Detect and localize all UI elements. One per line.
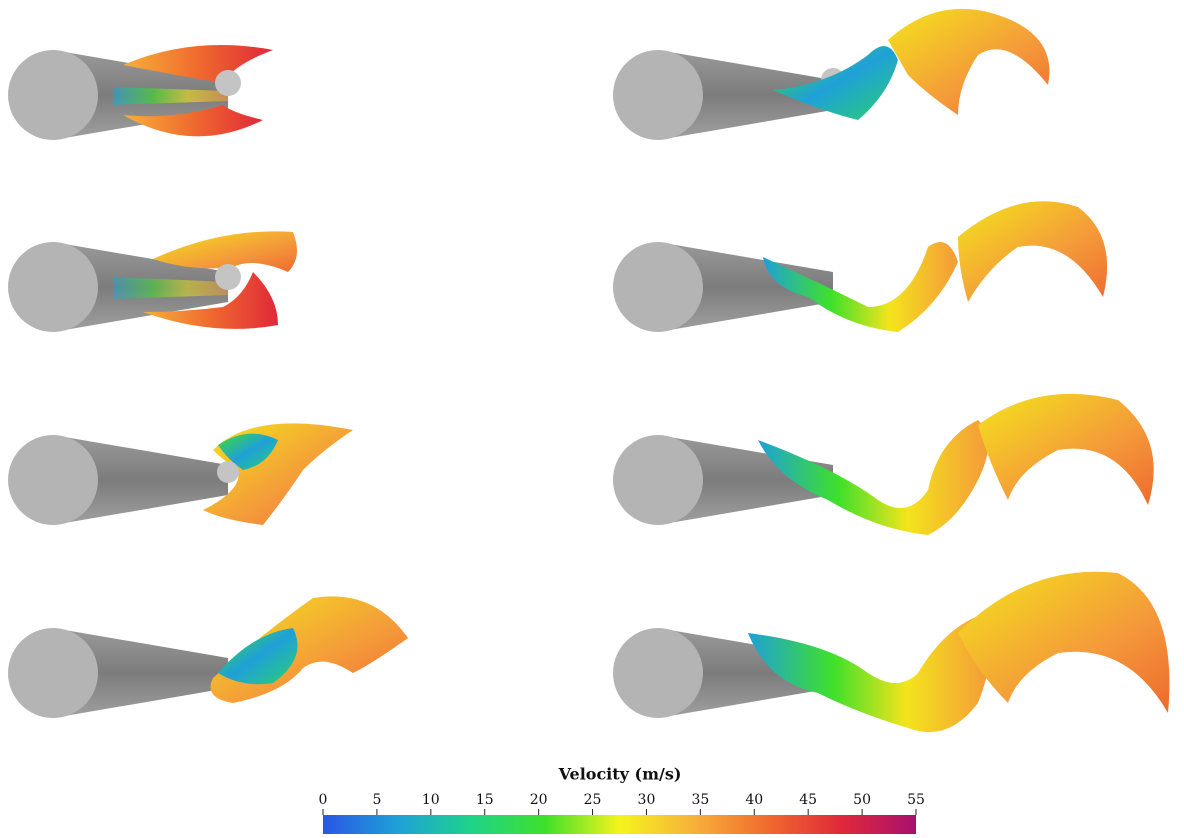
panel [613,572,1169,732]
tick-label: 20 [530,792,548,808]
tick-label: 10 [422,792,440,808]
panel [8,596,408,718]
tick-label: 35 [691,792,709,808]
tick-label: 45 [799,792,817,808]
tick-label: 50 [853,792,871,808]
panel [8,231,297,332]
tick-label: 25 [584,792,602,808]
figure: Velocity (m/s) 0 5 10 15 20 25 30 35 40 45 50 55 [0,0,1184,838]
panel [613,394,1154,535]
colorbar [323,815,916,834]
panel [8,423,353,525]
tick-label: 30 [638,792,656,808]
tick-label: 5 [372,792,381,808]
tick-label: 15 [476,792,494,808]
tick-label: 0 [319,792,328,808]
tick-label: 55 [907,792,925,808]
colorbar-title: Velocity (m/s) [558,765,682,784]
panel [613,9,1049,140]
tick-label: 40 [745,792,763,808]
panel [613,201,1107,332]
panel [8,45,273,140]
